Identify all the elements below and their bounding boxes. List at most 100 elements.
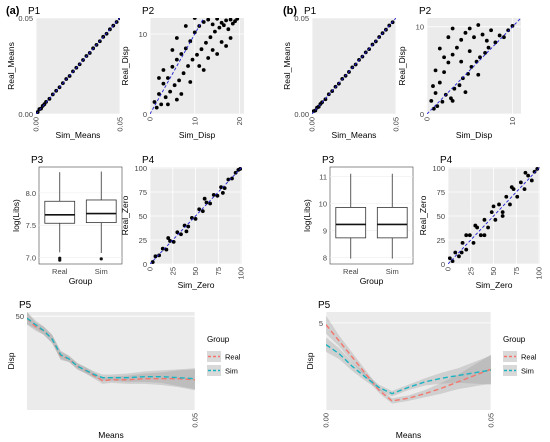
panel-label-a: (a): [6, 5, 20, 17]
chart-title: P4: [142, 155, 155, 166]
data-point: [463, 90, 468, 95]
data-point: [174, 97, 179, 102]
data-point: [197, 207, 202, 212]
identity-line: [150, 18, 205, 114]
panel-label-b: (b): [283, 5, 297, 17]
data-point: [215, 18, 220, 21]
data-point: [166, 76, 170, 80]
box-body: [44, 200, 76, 224]
data-point: [469, 64, 474, 69]
data-point: [440, 99, 445, 104]
x-tick-label: 50: [489, 267, 498, 275]
data-point: [506, 28, 511, 33]
data-point: [535, 167, 540, 171]
box-real: [335, 173, 367, 259]
data-point: [157, 253, 162, 258]
data-point: [163, 95, 168, 100]
data-point: [486, 45, 491, 50]
data-point: [210, 22, 215, 27]
chart-a-P4: P4 0 25 50 75 100 0 25 50 75 100 Sim_Zero Real_Zero: [120, 155, 246, 290]
y-tick-label: 8.0: [26, 189, 36, 198]
y-axis-title: Real_Disp: [397, 46, 407, 85]
data-point: [323, 97, 328, 102]
data-point: [493, 217, 498, 222]
data-point: [171, 240, 176, 244]
data-point: [192, 30, 197, 35]
data-point: [459, 37, 464, 42]
data-point: [172, 83, 177, 88]
y-tick-label: 10: [319, 199, 327, 208]
data-point: [224, 44, 228, 48]
identity-line: [448, 167, 540, 264]
y-tick-label: 100: [134, 164, 147, 173]
data-point: [476, 23, 481, 27]
plot-body: [150, 167, 242, 264]
box-sim: [376, 173, 408, 259]
data-point: [219, 185, 223, 190]
data-point: [464, 247, 469, 252]
data-point: [452, 86, 457, 91]
y-axis-title: Real_Means: [6, 42, 16, 90]
x-tick-label: 10: [508, 117, 517, 125]
data-point: [478, 233, 483, 238]
data-point: [446, 35, 451, 40]
data-point: [184, 229, 189, 234]
identity-line: [150, 167, 242, 264]
box-body: [376, 207, 408, 239]
x-tick-label: 0: [423, 117, 432, 121]
chart-b-P5: P5 5 0.00 0.05 Means Disp Group Real Sim: [305, 300, 537, 440]
y-tick-label: 25: [139, 236, 147, 245]
y-tick-label: 0: [441, 260, 445, 269]
box-body: [85, 199, 117, 224]
data-point: [210, 48, 215, 52]
data-point: [219, 20, 224, 25]
data-point: [515, 194, 520, 199]
data-point: [179, 232, 183, 237]
y-axis-title: log(Libs): [11, 199, 21, 232]
data-point: [215, 193, 220, 198]
y-axis-title: log(Libs): [302, 199, 312, 232]
x-tick-label: 0.00: [32, 117, 41, 132]
data-point: [235, 18, 240, 21]
x-tick-label: Real: [343, 267, 359, 276]
y-tick-label: 50: [437, 212, 445, 221]
data-point: [460, 240, 465, 245]
y-tick-label: 7.0: [26, 254, 36, 263]
y-axis-title: Real_Zero: [120, 195, 130, 235]
data-point: [199, 47, 204, 52]
x-tick-label: 75: [512, 267, 521, 275]
data-point: [228, 36, 233, 40]
y-tick-label: 25: [437, 236, 445, 245]
x-tick-label: Sim: [386, 267, 399, 276]
data-point: [153, 254, 158, 259]
data-point: [497, 33, 502, 38]
data-point: [450, 99, 455, 103]
data-point: [471, 240, 476, 245]
plot-body: [36, 18, 120, 114]
y-tick-label: 11: [319, 172, 327, 181]
x-tick-label: Sim: [95, 267, 108, 276]
data-point: [489, 210, 494, 215]
series-line-real: [326, 324, 491, 402]
data-point: [502, 35, 506, 40]
box-real: [44, 172, 76, 262]
data-point: [476, 72, 481, 77]
legend: Group Real Sim: [207, 335, 241, 376]
y-tick-label: 0: [143, 110, 147, 119]
data-point: [193, 216, 198, 221]
chart-title: P3: [31, 155, 44, 166]
data-point: [208, 35, 213, 40]
chart-title: P3: [322, 155, 335, 166]
y-tick-label: 50: [16, 312, 24, 321]
y-axis-title: Real_Disp: [120, 46, 130, 85]
data-point: [484, 38, 489, 43]
data-point: [478, 55, 482, 60]
data-point: [489, 28, 493, 33]
data-point: [459, 59, 464, 64]
legend-title: Group: [207, 335, 230, 344]
x-tick-label: 25: [168, 267, 177, 275]
legend-title: Group: [503, 335, 526, 344]
plot-body: [27, 312, 195, 391]
x-tick-label: 0: [146, 117, 155, 121]
